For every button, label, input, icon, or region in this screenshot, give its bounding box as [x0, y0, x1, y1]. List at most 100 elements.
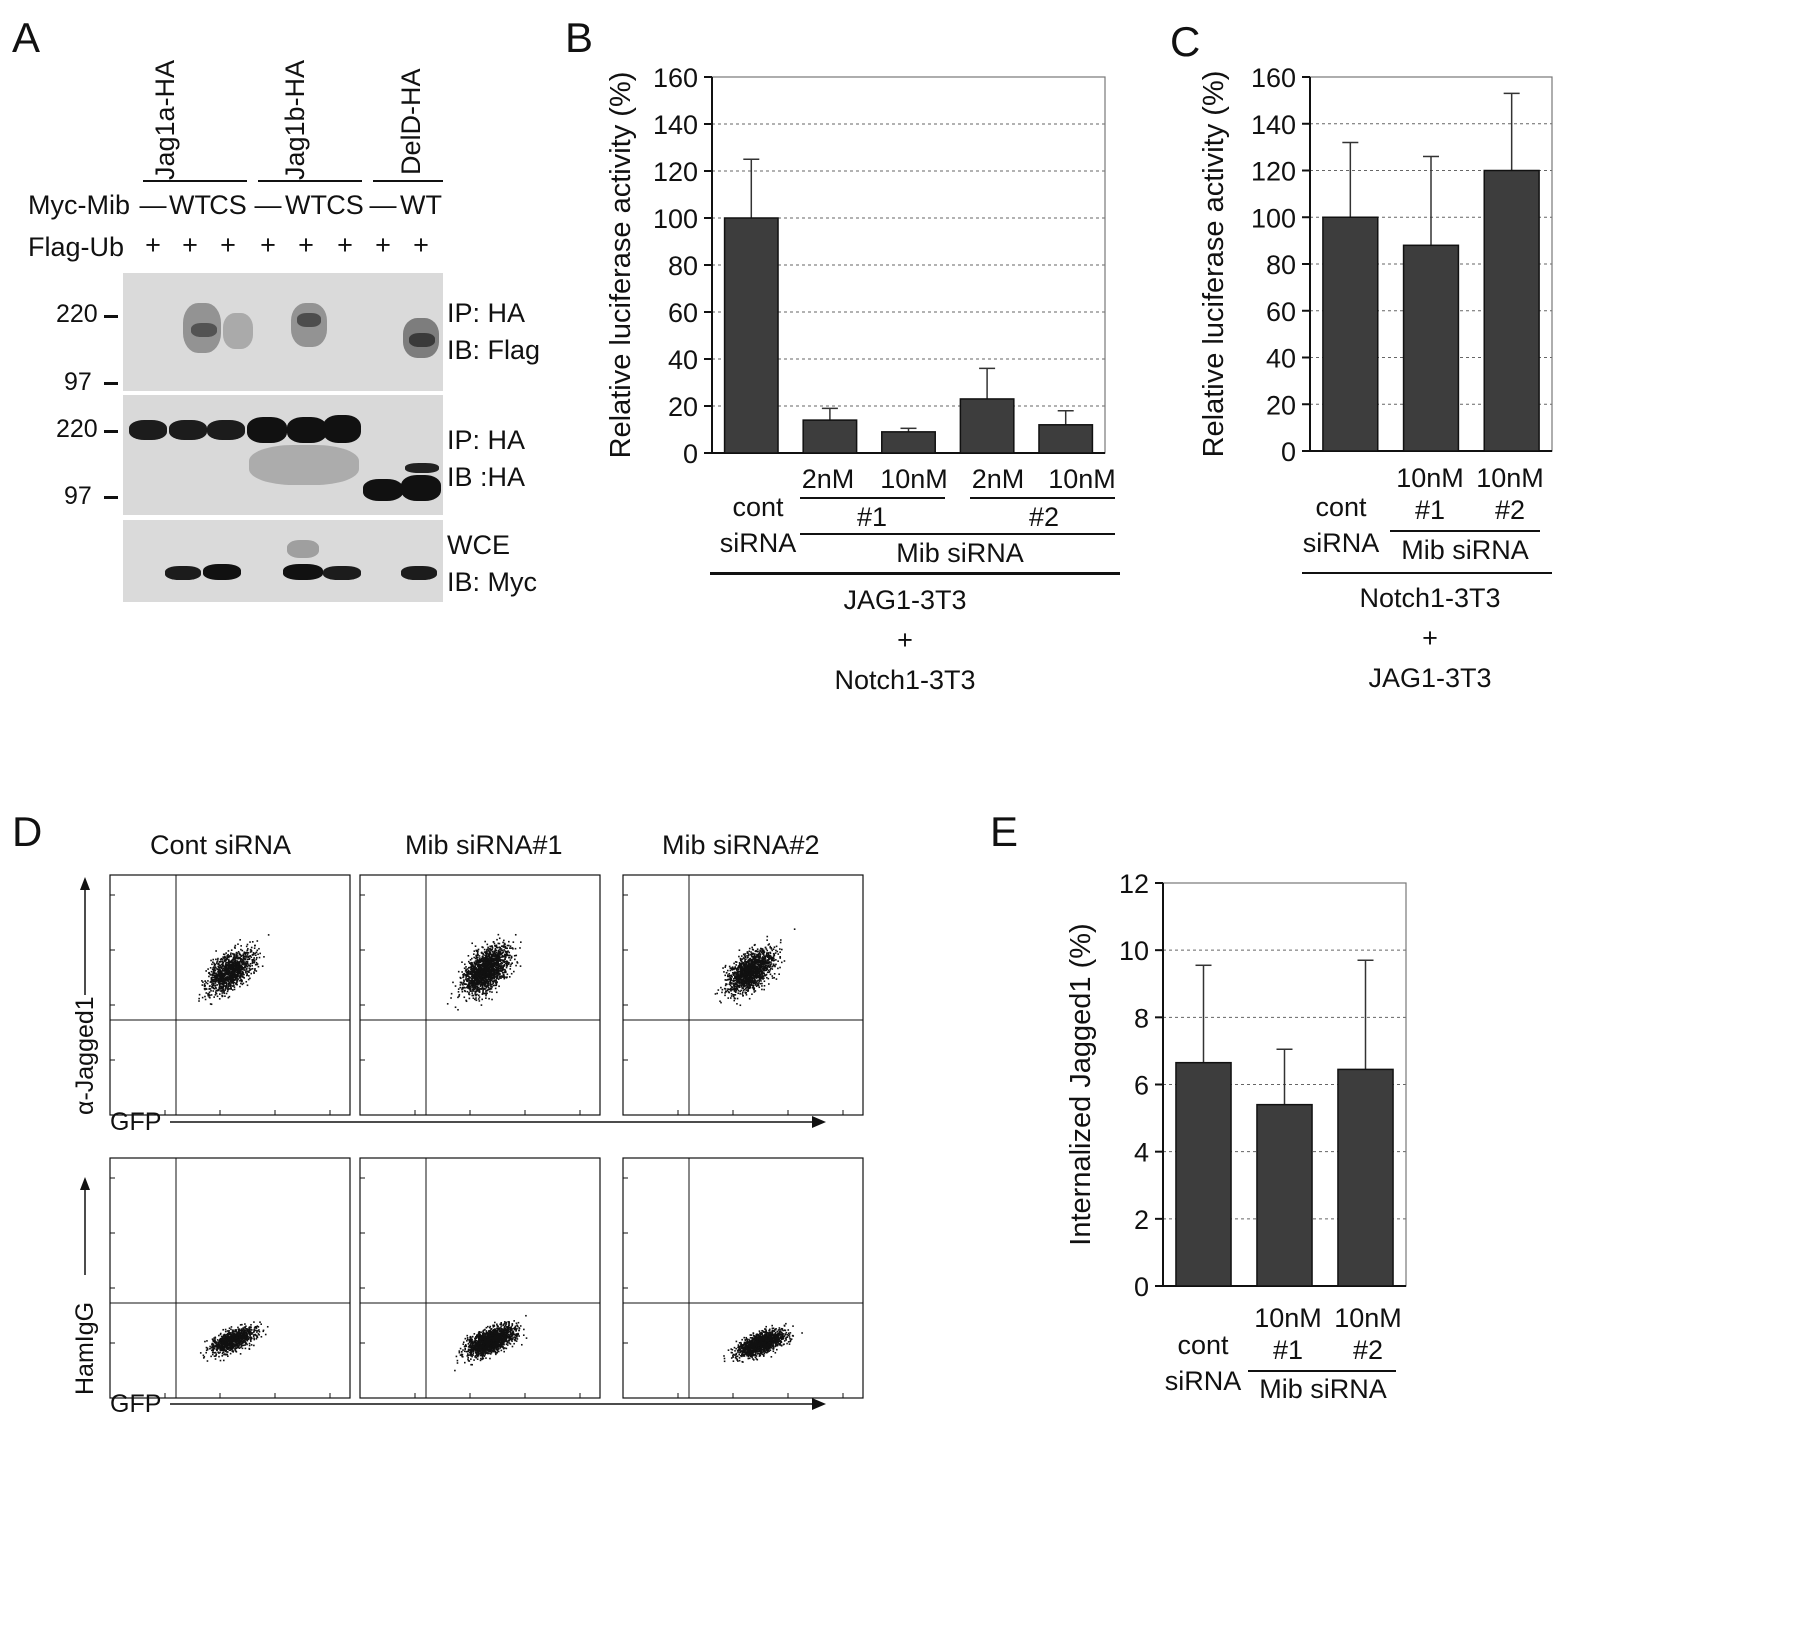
facs-dot — [503, 976, 506, 978]
facs-dot — [765, 948, 768, 950]
facs-dot — [246, 1339, 249, 1342]
y-tick-label: 20 — [1266, 390, 1296, 420]
facs-dot — [470, 990, 473, 992]
facs-dot — [478, 998, 480, 1000]
facs-dot — [239, 959, 242, 962]
facs-dot — [487, 984, 490, 987]
facs-dot — [471, 992, 473, 994]
facs-dot — [220, 971, 222, 973]
facs-dot — [752, 956, 755, 958]
facs-dot — [732, 980, 735, 983]
facs-dot — [236, 979, 239, 982]
facs-dot — [215, 974, 217, 977]
facs-dot — [493, 977, 496, 980]
facs-dot — [743, 955, 746, 957]
facs-dot — [226, 961, 229, 964]
facs-dot — [755, 950, 758, 953]
facs-dot — [469, 959, 472, 961]
facs-dot — [239, 979, 242, 982]
facs-dot — [753, 974, 756, 977]
facs-dot — [230, 968, 233, 970]
facs-dot — [483, 992, 486, 995]
facs-dot — [503, 971, 505, 974]
facs-dot — [240, 1345, 243, 1347]
facs-dot — [234, 947, 236, 949]
facs-dot — [230, 976, 233, 979]
facs-dot — [256, 949, 259, 952]
facs-dot — [210, 977, 213, 980]
facs-dot — [496, 967, 499, 969]
facs-dot — [739, 977, 742, 979]
facs-dot — [741, 991, 744, 994]
facs-dot — [724, 992, 726, 994]
facs-dot — [478, 977, 481, 980]
facs-dot — [217, 957, 219, 960]
facs-dot — [227, 973, 229, 976]
facs-dot — [741, 971, 744, 973]
facs-dot — [216, 976, 219, 979]
facs-dot — [505, 976, 508, 979]
facs-dot — [765, 955, 768, 957]
facs-dot — [491, 986, 493, 988]
facs-dot — [483, 964, 485, 966]
facs-dot — [505, 964, 508, 966]
facs-dot — [516, 961, 518, 963]
facs-dot — [250, 1340, 252, 1342]
facs-dot — [750, 955, 753, 957]
facs-dot — [506, 954, 509, 957]
facs-dot — [763, 988, 765, 991]
facs-dot — [742, 970, 745, 972]
facs-dot — [204, 985, 207, 987]
bar-1 — [723, 217, 779, 454]
facs-dot — [502, 966, 505, 969]
facs-dot — [769, 963, 771, 965]
facs-dot — [236, 955, 239, 957]
marker-tick — [104, 496, 118, 499]
facs-dot — [213, 1351, 216, 1354]
facs-dot — [212, 990, 215, 992]
facs-dot — [479, 960, 482, 962]
facs-dot — [473, 967, 476, 970]
facs-dot — [245, 971, 247, 974]
facs-dot — [466, 974, 469, 976]
facs-dot — [227, 953, 229, 956]
facs-plot-frame-4 — [109, 1157, 351, 1399]
facs-dot — [206, 1360, 209, 1362]
facs-dot — [745, 982, 748, 985]
facs-dot — [211, 963, 213, 966]
facs-dot — [745, 958, 747, 961]
facs-dot — [770, 947, 773, 949]
facs-dot — [235, 962, 238, 965]
facs-dot — [490, 967, 492, 969]
facs-dot — [221, 1348, 224, 1351]
facs-dot — [464, 987, 466, 989]
facs-dot — [253, 953, 255, 956]
facs-dot — [758, 964, 760, 967]
facs-dot — [228, 995, 231, 998]
facs-dot — [257, 1333, 260, 1335]
facs-dot — [722, 967, 724, 969]
facs-dot — [214, 984, 217, 987]
facs-dot — [475, 994, 477, 997]
facs-dot — [487, 958, 490, 961]
facs-dot — [247, 952, 250, 954]
facs-dot — [499, 962, 502, 965]
facs-dot — [499, 959, 501, 962]
facs-dot — [763, 984, 766, 987]
facs-dot — [249, 968, 252, 971]
facs-dot — [465, 968, 467, 971]
facs-dot — [231, 1344, 233, 1347]
facs-dot — [732, 973, 735, 976]
y-tick-label: 40 — [668, 345, 698, 375]
facs-dot — [246, 952, 248, 954]
facs-dot — [248, 1337, 251, 1339]
c-bar2-id: #2 — [1494, 495, 1526, 525]
facs-dot — [216, 1339, 219, 1341]
facs-dot — [235, 953, 238, 956]
facs-dot — [478, 974, 480, 976]
facs-dot — [206, 1348, 209, 1351]
facs-dot — [772, 957, 774, 959]
facs-dot — [483, 969, 485, 972]
facs-dot — [749, 963, 751, 966]
facs-dot — [204, 980, 206, 983]
